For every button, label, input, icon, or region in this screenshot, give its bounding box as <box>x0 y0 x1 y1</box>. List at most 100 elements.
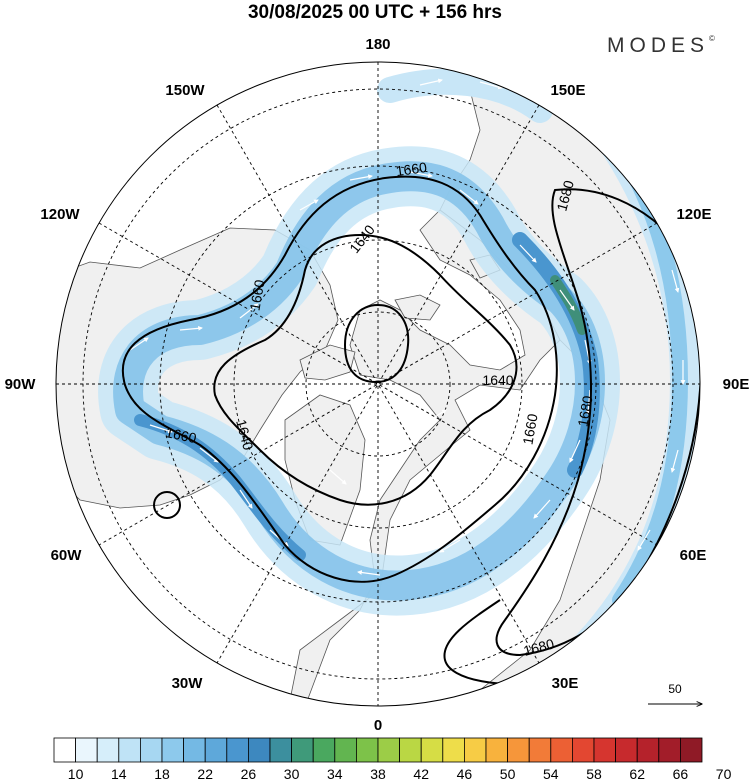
wind-arrow <box>559 289 575 311</box>
contour-1660-inner <box>121 175 558 583</box>
colorbar-cell <box>355 737 379 763</box>
wind-arrow <box>637 529 651 551</box>
wind-arrow <box>179 325 203 331</box>
lon-label-0: 0 <box>374 717 382 734</box>
meridian-30 <box>216 104 540 664</box>
wind-arrow <box>671 269 680 293</box>
meridian-150 <box>216 104 540 664</box>
wind-arrow <box>459 189 479 205</box>
colorbar-label: 46 <box>457 766 473 782</box>
contour-label: 1660 <box>395 159 428 179</box>
colorbar-cell <box>680 737 703 763</box>
colorbar-cell <box>269 737 293 763</box>
colorbar-cell <box>593 737 617 763</box>
colorbar-label: 38 <box>370 766 386 782</box>
colorbar-cell <box>463 737 487 763</box>
colorbar-label: 42 <box>413 766 429 782</box>
contour-label: 1660 <box>246 278 267 312</box>
colorbar-cell <box>420 737 444 763</box>
map-border <box>55 61 701 707</box>
height-contours <box>121 175 700 685</box>
contour-closed-low <box>153 491 181 519</box>
latitude-circle-80 <box>305 311 451 457</box>
wind-arrow <box>357 570 381 576</box>
colorbar-label: 30 <box>284 766 300 782</box>
colorbar-cell <box>572 737 595 763</box>
wind-arrow <box>419 78 443 86</box>
colorbar-label: 14 <box>111 766 127 782</box>
colorbar-cell <box>485 737 509 763</box>
wind-arrow <box>479 81 503 90</box>
longitude-labels: 180 150E 120E 90E 60E 30E 0 30W 60W 90W … <box>5 36 750 734</box>
wind-arrow <box>199 447 219 463</box>
contour-label: 1660 <box>164 424 198 446</box>
colorbar-cell <box>442 737 465 763</box>
lon-label-60e: 60E <box>680 547 707 564</box>
wind-arrow <box>409 171 433 178</box>
colorbar-cell <box>507 737 530 763</box>
colorbar: 10 14 18 22 26 30 34 38 42 46 50 54 58 62 66 70 <box>53 737 732 782</box>
colorbar-cell <box>312 737 336 763</box>
colorbar-cell <box>226 737 249 763</box>
wind-reference: 50 <box>648 682 702 704</box>
colorbar-label: 50 <box>500 766 516 782</box>
lon-label-90w: 90W <box>5 376 37 393</box>
colorbar-cell <box>204 737 228 763</box>
meridian-60 <box>98 222 658 546</box>
lon-label-30w: 30W <box>172 675 204 692</box>
wind-reference-value: 50 <box>668 682 682 696</box>
contour-1640-high <box>343 303 410 384</box>
colorbar-cell <box>291 737 314 763</box>
wind-arrow <box>639 179 653 201</box>
colorbar-label: 58 <box>586 766 602 782</box>
wind-arrow <box>329 469 347 485</box>
colorbar-cell <box>615 737 638 763</box>
colorbar-cell <box>550 737 573 763</box>
jet-band-middle <box>113 161 605 601</box>
graticule <box>56 62 700 706</box>
colorbar-cell <box>528 737 552 763</box>
wind-arrow <box>670 449 679 473</box>
colorbar-cell <box>96 737 120 763</box>
lon-label-180: 180 <box>365 36 390 53</box>
colorbar-labels: 10 14 18 22 26 30 34 38 42 46 50 54 58 62 66 70 <box>68 766 732 782</box>
colorbar-cell <box>161 737 185 763</box>
contour-label: 1680 <box>522 635 556 659</box>
colorbar-label: 22 <box>197 766 213 782</box>
colorbar-label: 26 <box>241 766 257 782</box>
colorbar-label: 70 <box>716 766 732 782</box>
wind-arrow <box>239 489 253 509</box>
wind-arrow <box>239 303 259 319</box>
colorbar-label: 66 <box>673 766 689 782</box>
wind-arrow <box>439 539 461 553</box>
map-title: 30/08/2025 00 UTC + 156 hrs <box>247 2 503 23</box>
colorbar-cell <box>399 737 422 763</box>
lon-label-150e: 150E <box>550 82 585 99</box>
wind-arrow <box>519 244 537 263</box>
colorbar-cell <box>377 737 401 763</box>
contour-label: 1640 <box>482 372 513 388</box>
wind-arrow <box>585 389 591 415</box>
contour-label: 1680 <box>553 178 577 212</box>
modes-logo: MODES© <box>607 34 715 58</box>
brand-text: MODES <box>607 34 710 57</box>
wind-arrow <box>429 409 447 421</box>
wind-arrow <box>349 174 373 181</box>
lon-label-90e: 90E <box>723 376 750 393</box>
lon-label-150w: 150W <box>165 82 205 99</box>
wind-arrow <box>299 199 319 211</box>
colorbar-cell <box>139 737 163 763</box>
colorbar-cell <box>53 737 77 763</box>
colorbar-cell <box>658 737 681 763</box>
wind-arrow <box>533 499 551 519</box>
lon-label-120e: 120E <box>676 206 711 223</box>
lon-label-60w: 60W <box>51 547 83 564</box>
copyright-mark: © <box>709 34 715 43</box>
colorbar-cells <box>53 737 703 763</box>
colorbar-label: 34 <box>327 766 343 782</box>
colorbar-label: 54 <box>543 766 559 782</box>
colorbar-cell <box>183 737 206 763</box>
lon-label-30e: 30E <box>552 675 579 692</box>
contour-label: 1680 <box>574 394 595 428</box>
